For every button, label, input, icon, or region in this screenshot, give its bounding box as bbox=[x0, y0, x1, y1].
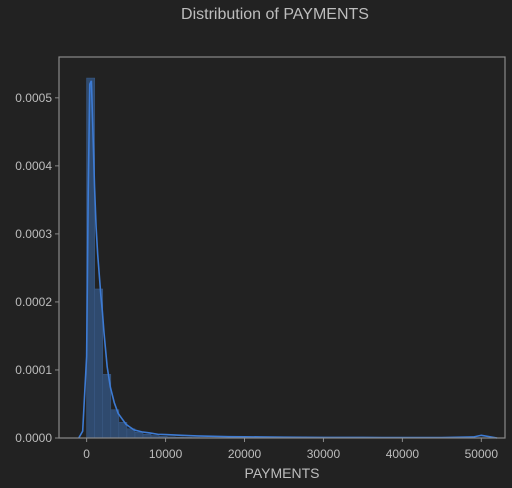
x-tick-label: 40000 bbox=[386, 447, 420, 461]
histogram-bars bbox=[86, 77, 490, 439]
y-axis: 0.0000 0.0001 0.0002 0.0003 0.0004 0.0005 bbox=[15, 91, 59, 445]
x-axis-label: PAYMENTS bbox=[245, 465, 320, 481]
x-tick-label: 20000 bbox=[228, 447, 262, 461]
x-tick-label: 0 bbox=[83, 447, 90, 461]
y-tick-label: 0.0000 bbox=[15, 431, 52, 445]
y-tick-label: 0.0002 bbox=[15, 295, 52, 309]
x-tick-label: 10000 bbox=[149, 447, 183, 461]
y-tick-label: 0.0005 bbox=[15, 91, 52, 105]
y-tick-label: 0.0001 bbox=[15, 363, 52, 377]
plot-frame bbox=[58, 56, 506, 439]
kde-line bbox=[78, 80, 498, 439]
y-tick-label: 0.0004 bbox=[15, 159, 52, 173]
y-tick-label: 0.0003 bbox=[15, 227, 52, 241]
x-axis: 0 10000 20000 30000 40000 50000 bbox=[83, 438, 498, 461]
chart-title: Distribution of PAYMENTS bbox=[181, 6, 369, 23]
histogram-bar bbox=[94, 288, 104, 439]
histogram-bar bbox=[134, 431, 144, 439]
x-tick-label: 30000 bbox=[307, 447, 341, 461]
x-tick-label: 50000 bbox=[465, 447, 499, 461]
